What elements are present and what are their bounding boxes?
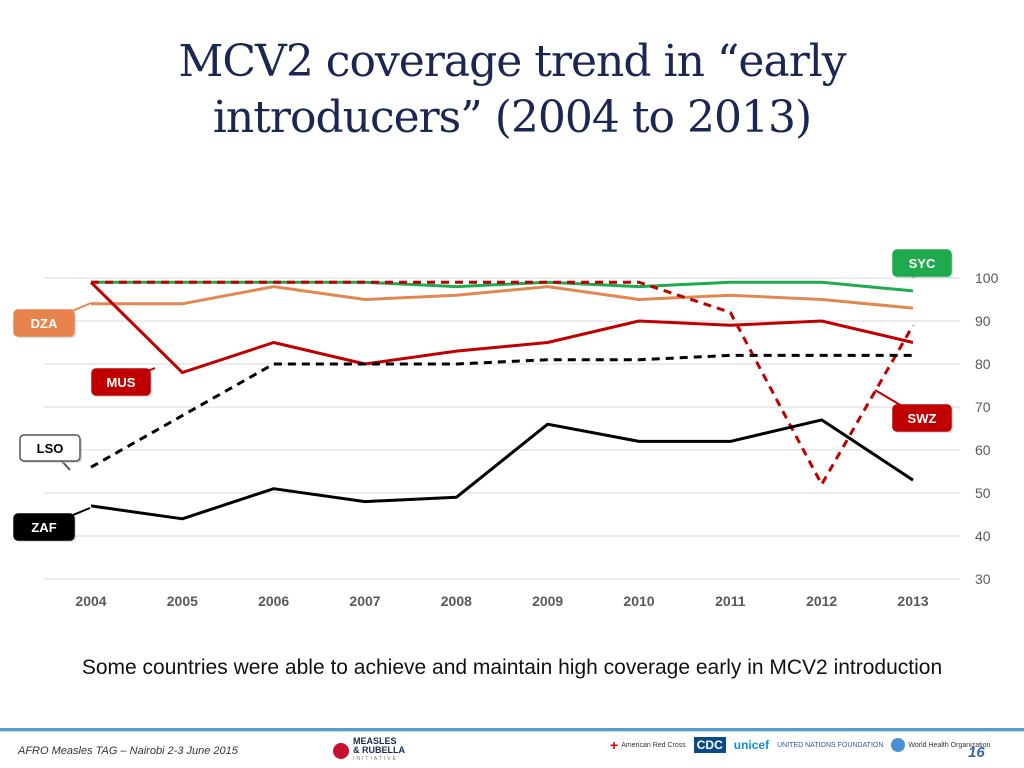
measles-rubella-initiative-logo: MEASLES & RUBELLA INITIATIVE — [333, 737, 405, 764]
coverage-line-chart: 30 40 50 60 70 80 90 100 2004 2005 2006 2007 2008 200… — [13, 249, 999, 609]
who-label: World Health Organization — [908, 741, 991, 749]
series-line-swz — [91, 280, 915, 486]
series-line-syc — [91, 280, 914, 293]
x-tick-label: 2010 — [623, 593, 654, 609]
un-foundation-logo: UNITED NATIONS FOUNDATION — [777, 742, 883, 749]
y-tick-label: 90 — [975, 313, 991, 329]
callout-box-lso — [19, 434, 81, 462]
x-tick-label: 2012 — [806, 593, 837, 609]
slide-subtitle: Some countries were able to achieve and … — [81, 656, 943, 679]
slide-title: MCV2 coverage trend in “early introducer… — [100, 34, 924, 146]
unicef-logo: unicef — [734, 738, 769, 752]
callout-label-zaf: ZAF — [31, 520, 56, 535]
red-cross-logo: + American Red Cross — [610, 738, 686, 752]
x-tick-label: 2006 — [258, 593, 289, 609]
mri-logo-icon — [333, 742, 349, 759]
slide-title-line-2: introducers” (2004 to 2013) — [212, 92, 812, 143]
cdc-logo: CDC — [693, 737, 726, 753]
x-tick-label: 2009 — [532, 593, 563, 609]
cdc-label: CDC — [693, 737, 726, 753]
footer-text: AFRO Measles TAG – Nairobi 2-3 June 2015 — [18, 745, 238, 757]
y-tick-label: 50 — [975, 485, 991, 501]
logo-line-2: & RUBELLA — [353, 745, 405, 755]
y-tick-label: 40 — [975, 528, 991, 544]
callout-box-zaf — [13, 513, 75, 541]
x-tick-label: 2005 — [167, 593, 198, 609]
series-line-lso — [90, 353, 913, 469]
x-tick-label: 2011 — [715, 593, 746, 609]
callout-label-syc: SYC — [909, 256, 936, 271]
callout-label-lso: LSO — [37, 441, 64, 456]
logo-line-3: INITIATIVE — [353, 756, 398, 762]
series-line-dza — [91, 285, 914, 310]
series-line-zaf — [90, 418, 914, 521]
callout-label-swz: SWZ — [908, 411, 937, 426]
slide-title-line-1: MCV2 coverage trend in “early — [178, 36, 846, 87]
red-cross-label: American Red Cross — [621, 741, 686, 749]
y-tick-label: 70 — [975, 399, 991, 415]
footer-divider-thin — [0, 731, 1024, 732]
callout-box-swz — [892, 404, 952, 432]
x-tick-label: 2004 — [75, 593, 106, 609]
callout-label-mus: MUS — [107, 375, 136, 390]
unicef-label: unicef — [733, 738, 770, 752]
footer-divider — [0, 728, 1024, 731]
callout-label-dza: DZA — [31, 316, 58, 331]
series-line-mus — [89, 281, 914, 375]
callout-box-dza — [13, 309, 75, 337]
who-icon — [891, 738, 906, 752]
x-tick-label: 2013 — [897, 593, 928, 609]
page-number: 16 — [968, 744, 985, 761]
y-tick-label: 80 — [975, 356, 991, 372]
callout-box-syc — [892, 249, 952, 277]
y-tick-label: 60 — [975, 442, 991, 458]
x-tick-label: 2008 — [441, 593, 472, 609]
un-foundation-label: UNITED NATIONS FOUNDATION — [777, 741, 884, 749]
who-logo: World Health Organization — [891, 738, 990, 752]
x-tick-label: 2007 — [349, 593, 380, 609]
partner-logos: + American Red Cross CDC unicef UNITED NA… — [610, 737, 990, 753]
y-tick-label: 30 — [975, 571, 991, 587]
red-cross-icon: + — [610, 737, 619, 753]
callout-box-mus — [91, 368, 151, 396]
y-tick-label: 100 — [975, 270, 999, 286]
logo-line-1: MEASLES — [353, 736, 397, 746]
